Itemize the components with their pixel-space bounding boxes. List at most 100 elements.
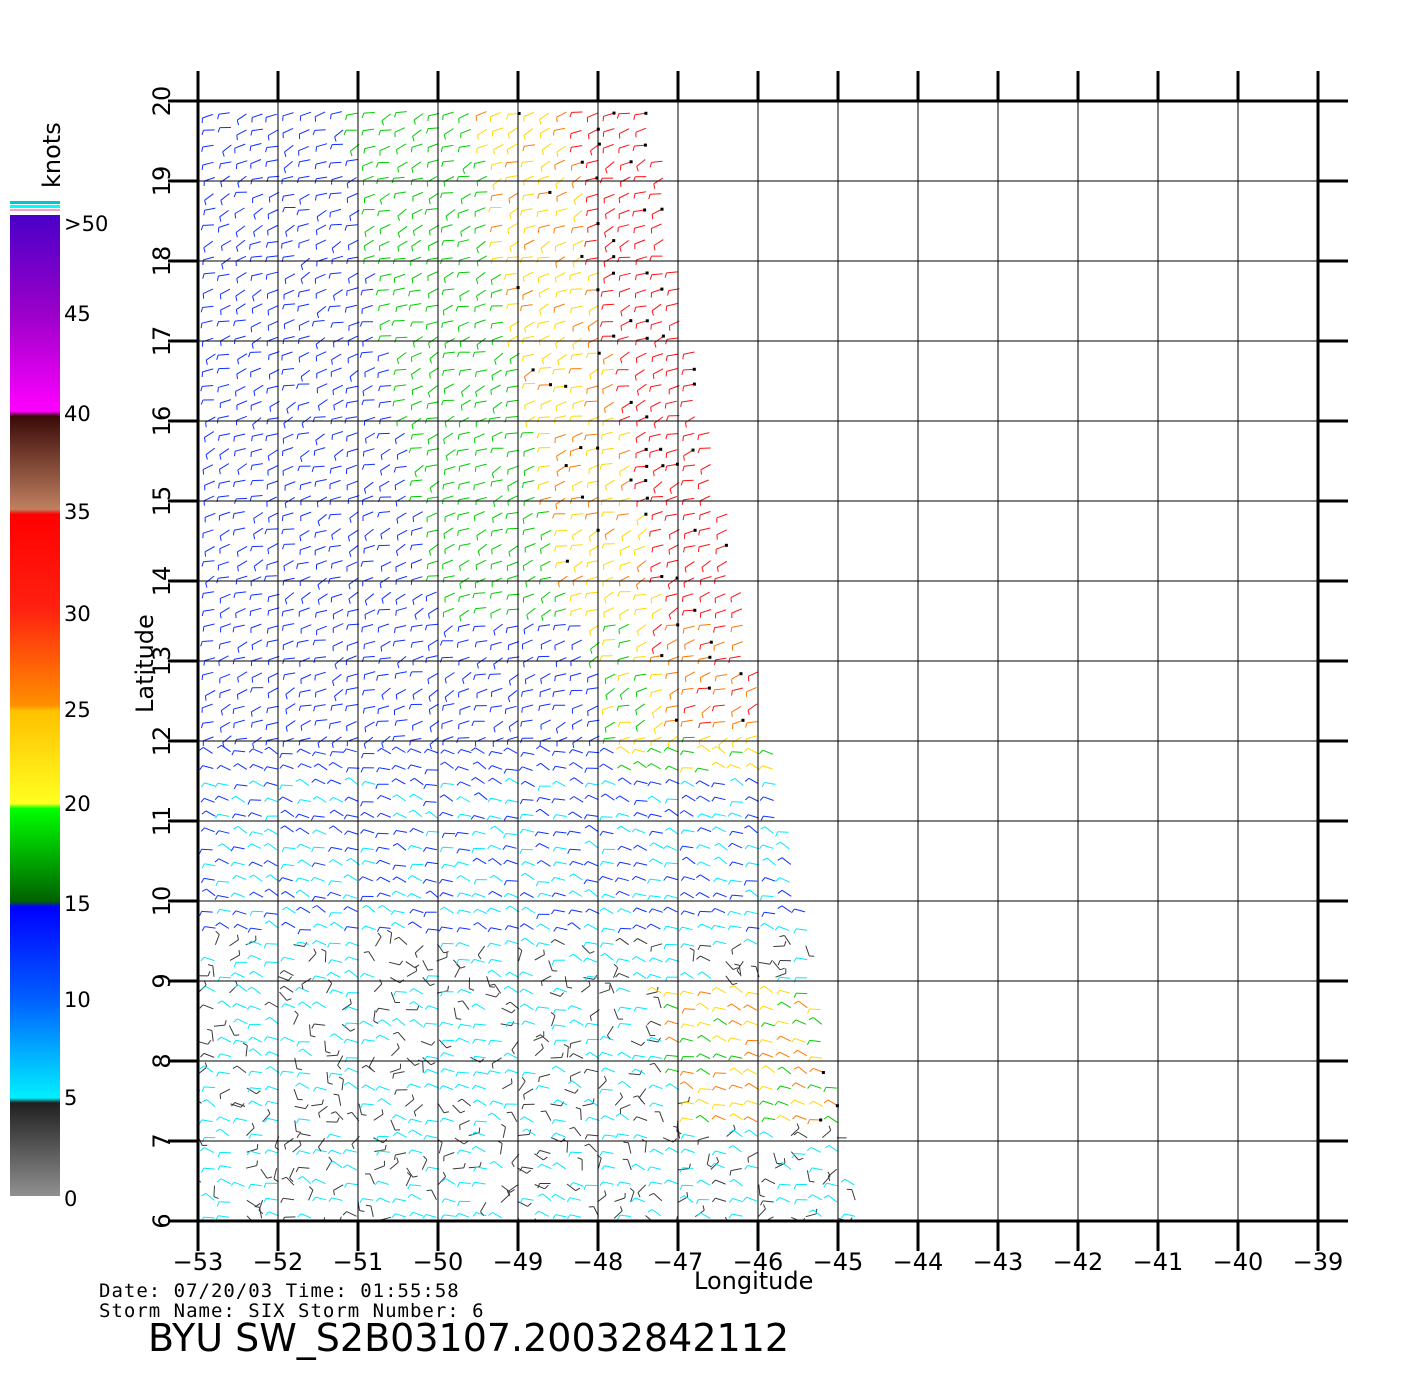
wind-barb xyxy=(266,782,278,786)
wind-barb-feather xyxy=(216,1036,222,1041)
wind-barb-feather xyxy=(696,1212,702,1217)
wind-barb xyxy=(315,671,326,676)
wind-barb xyxy=(315,688,327,693)
wind-barb-feather xyxy=(551,877,555,882)
wind-barb xyxy=(683,577,695,584)
wind-barb xyxy=(331,416,343,420)
wind-barb-feather xyxy=(295,778,301,783)
wind-barb-feather xyxy=(490,645,492,651)
wind-barb xyxy=(508,1069,519,1074)
wind-barb-feather xyxy=(493,664,496,670)
wind-barb-feather xyxy=(363,644,365,650)
wind-barb xyxy=(627,1159,632,1171)
wind-barb-feather xyxy=(439,794,445,798)
wind-barb xyxy=(234,813,246,817)
wind-barb-feather xyxy=(758,1039,763,1044)
wind-barb-feather xyxy=(444,678,447,684)
wind-barb xyxy=(650,528,662,532)
wind-barb xyxy=(653,368,664,375)
wind-barb xyxy=(476,144,488,149)
wind-barb-feather xyxy=(647,1208,653,1213)
wind-barb-feather xyxy=(631,749,636,754)
wind-barb xyxy=(620,1104,631,1110)
wind-barb-feather xyxy=(744,747,749,752)
wind-barb-feather xyxy=(569,873,574,878)
wind-barb xyxy=(757,1208,766,1218)
wind-barb xyxy=(309,1024,311,1036)
wind-barb xyxy=(245,1165,257,1169)
wind-barb xyxy=(603,1035,614,1041)
wind-barb xyxy=(459,927,471,930)
wind-barb xyxy=(539,745,550,753)
wind-barb-feather xyxy=(793,977,797,983)
wind-barb-feather xyxy=(493,501,496,507)
wind-barb xyxy=(555,780,566,787)
rain-flag xyxy=(645,319,649,323)
wind-barb xyxy=(588,719,600,723)
wind-barb xyxy=(474,1181,486,1185)
wind-barb-feather xyxy=(199,746,204,751)
wind-barb xyxy=(283,863,295,867)
wind-barb xyxy=(684,1081,694,1090)
wind-barb xyxy=(476,448,488,452)
wind-barb-feather xyxy=(457,989,462,994)
wind-barb-feather xyxy=(699,644,702,650)
wind-barb-feather xyxy=(744,825,750,829)
wind-barb xyxy=(602,431,613,436)
wind-barb-feather xyxy=(312,1196,317,1202)
wind-barb xyxy=(268,655,280,661)
wind-barb-feather xyxy=(632,145,635,151)
wind-barb xyxy=(666,337,678,340)
wind-barb xyxy=(218,353,230,356)
wind-barb xyxy=(698,432,710,436)
wind-barb-feather xyxy=(376,178,379,185)
wind-barb-feather xyxy=(394,936,400,941)
wind-barb xyxy=(570,1214,582,1218)
wind-barb xyxy=(396,830,408,833)
wind-barb-feather xyxy=(392,1198,396,1204)
wind-barb-feather xyxy=(264,1085,269,1091)
wind-barb-feather xyxy=(540,548,542,555)
wind-barb xyxy=(587,208,599,212)
wind-barb xyxy=(763,815,775,819)
wind-barb xyxy=(683,810,694,817)
wind-barb xyxy=(300,369,311,378)
wind-barb-feather xyxy=(282,544,285,550)
wind-barb-feather xyxy=(536,797,540,802)
wind-barb xyxy=(266,943,278,945)
wind-barb xyxy=(493,874,503,883)
wind-barb-feather xyxy=(663,747,668,752)
wind-barb xyxy=(587,1022,599,1026)
wind-barb-feather xyxy=(648,1181,652,1187)
wind-barb xyxy=(666,513,677,517)
wind-barb-feather xyxy=(264,529,268,535)
wind-barb-feather xyxy=(745,992,749,997)
wind-barb-feather xyxy=(599,942,604,948)
wind-barb-feather xyxy=(184,893,187,897)
wind-barb xyxy=(573,953,583,962)
wind-barb xyxy=(522,1198,534,1201)
wind-barb xyxy=(700,576,712,581)
wind-barb xyxy=(390,1119,396,1131)
wind-barb-feather xyxy=(265,1066,271,1070)
wind-barb xyxy=(556,191,568,198)
wind-barb-feather xyxy=(743,1100,748,1105)
wind-barb xyxy=(458,1083,469,1089)
wind-barb xyxy=(428,1166,440,1170)
wind-barb-feather xyxy=(711,782,715,788)
wind-barb xyxy=(428,240,439,247)
wind-barb-feather xyxy=(349,517,352,523)
wind-barb xyxy=(523,623,534,630)
wind-barb-feather xyxy=(343,874,348,879)
wind-barb-feather xyxy=(552,513,555,519)
wind-barb-feather xyxy=(250,465,253,471)
wind-barb xyxy=(634,737,646,740)
wind-barb xyxy=(730,764,741,769)
wind-barb-feather xyxy=(476,181,479,187)
wind-barb-feather xyxy=(486,1070,491,1076)
wind-barb xyxy=(539,287,550,294)
wind-barb-feather xyxy=(409,828,414,833)
wind-barb-feather xyxy=(648,831,653,836)
wind-barb-feather xyxy=(442,310,445,316)
wind-barb xyxy=(187,942,198,945)
